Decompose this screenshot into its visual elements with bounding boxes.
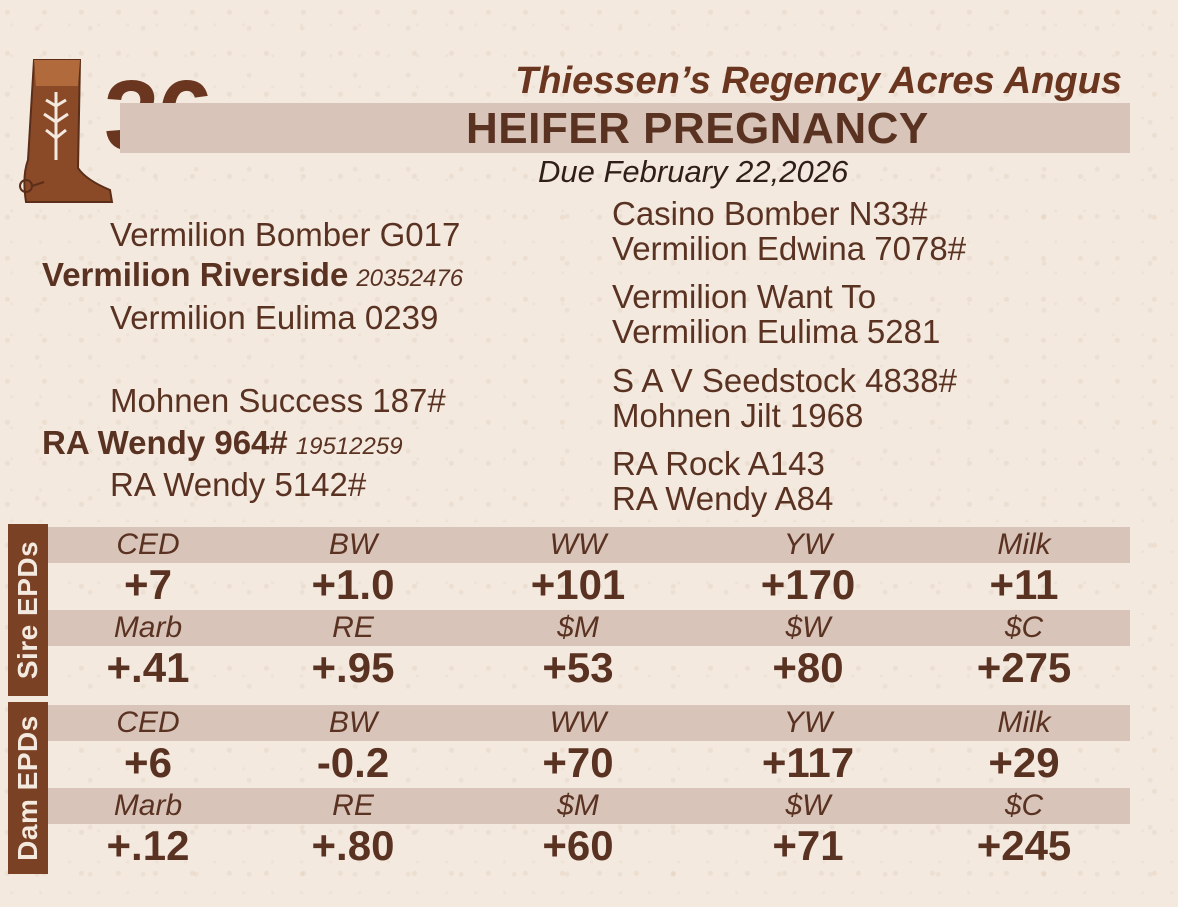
sire-of-sire: Vermilion Bomber G017 (110, 216, 461, 253)
ancestor: Vermilion Edwina 7078# (612, 230, 967, 267)
dam-epd-value-row-1: +6 -0.2 +70 +117 +29 (48, 741, 1130, 785)
ancestor: RA Rock A143 (612, 445, 825, 482)
dam-epd-header-row-1: CED BW WW YW Milk (48, 705, 1130, 741)
epd-value: -0.2 (316, 739, 390, 786)
sire-registration: 20352476 (356, 265, 464, 292)
epd-value: +29 (988, 739, 1060, 786)
ancestor: Vermilion Eulima 5281 (612, 313, 941, 350)
header-band (48, 788, 1130, 824)
epd-value: +71 (772, 822, 844, 869)
sire-epd-value-row-2: +.41 +.95 +53 +80 +275 (48, 646, 1130, 690)
epd-header: WW (549, 528, 607, 561)
epd-header: Marb (113, 611, 183, 644)
dam-registration: 19512259 (295, 433, 403, 460)
header-band (48, 527, 1130, 563)
epd-value: +.95 (311, 644, 395, 691)
sire-of-dam: Mohnen Success 187# (110, 382, 446, 419)
epd-header: CED (116, 706, 180, 739)
epd-value: +70 (542, 739, 614, 786)
lot-title: HEIFER PREGNANCY (466, 104, 929, 153)
epd-value: +80 (772, 644, 844, 691)
epd-header: $C (1004, 789, 1044, 822)
ancestor: Vermilion Want To (612, 278, 877, 315)
epd-value: +170 (760, 561, 856, 608)
sire-epd-value-row-1: +7 +1.0 +101 +170 +11 (48, 563, 1130, 607)
epd-value: +60 (542, 822, 614, 869)
epd-value: +.80 (311, 822, 395, 869)
epd-header: $W (785, 611, 831, 644)
epd-value: +117 (761, 739, 855, 786)
dam-epd-header-row-2: Marb RE $M $W $C (48, 788, 1130, 824)
header-band (48, 610, 1130, 646)
sire-epds-label: Sire EPDs (12, 540, 43, 680)
dam-of-dam: RA Wendy 5142# (110, 466, 367, 503)
epd-header: BW (328, 706, 378, 739)
epd-header: $W (785, 789, 831, 822)
farm-name: Thiessen’s Regency Acres Angus (515, 60, 1122, 102)
sire-epd-header-row-2: Marb RE $M $W $C (48, 610, 1130, 646)
epd-header: RE (332, 789, 374, 822)
due-date: Due February 22,2026 (538, 154, 849, 189)
epd-value: +101 (530, 561, 626, 608)
epd-value: +.12 (106, 822, 190, 869)
epd-header: Milk (997, 528, 1051, 561)
epd-header: $C (1004, 611, 1044, 644)
ancestor: Casino Bomber N33# (612, 195, 928, 232)
epd-value: +6 (124, 739, 172, 786)
cowboy-boot-icon (19, 59, 114, 203)
dam-name-text: RA Wendy 964# (42, 424, 288, 461)
ancestor: S A V Seedstock 4838# (612, 362, 957, 399)
epd-value: +7 (124, 561, 172, 608)
header-band (48, 705, 1130, 741)
dam-epds-tab: Dam EPDs (8, 702, 48, 874)
epd-header: RE (332, 611, 374, 644)
epd-value: +53 (542, 644, 614, 691)
sire-epds-tab: Sire EPDs (8, 524, 48, 696)
ancestor: Mohnen Jilt 1968 (612, 397, 864, 434)
epd-header: $M (557, 611, 599, 644)
ancestor: RA Wendy A84 (612, 480, 834, 517)
dam-epds-label: Dam EPDs (12, 715, 43, 861)
epd-value: +.41 (106, 644, 190, 691)
sire-name-text: Vermilion Riverside (42, 256, 349, 293)
epd-header: Milk (997, 706, 1051, 739)
epd-header: YW (783, 706, 833, 739)
dam-name: RA Wendy 964# 19512259 (42, 426, 403, 459)
epd-value: +275 (976, 644, 1072, 691)
epd-header: YW (783, 528, 833, 561)
epd-header: BW (328, 528, 378, 561)
dam-epd-value-row-2: +.12 +.80 +60 +71 +245 (48, 824, 1130, 868)
epd-header: Marb (113, 789, 183, 822)
epd-value: +245 (976, 822, 1072, 869)
sire-epd-header-row-1: CED BW WW YW Milk (48, 527, 1130, 563)
epd-header: $M (557, 789, 599, 822)
epd-header: WW (549, 706, 607, 739)
dam-epds-block: Dam EPDs CED BW WW YW Milk +6 -0.2 +70 +… (8, 702, 1130, 874)
epd-value: +1.0 (311, 561, 395, 608)
title-band (120, 103, 1130, 153)
sire-epds-block: Sire EPDs CED BW WW YW Milk +7 +1.0 +101… (8, 524, 1130, 696)
epd-header: CED (116, 528, 180, 561)
dam-of-sire: Vermilion Eulima 0239 (110, 299, 439, 336)
epd-value: +11 (989, 561, 1059, 608)
sire-name: Vermilion Riverside 20352476 (42, 258, 463, 291)
